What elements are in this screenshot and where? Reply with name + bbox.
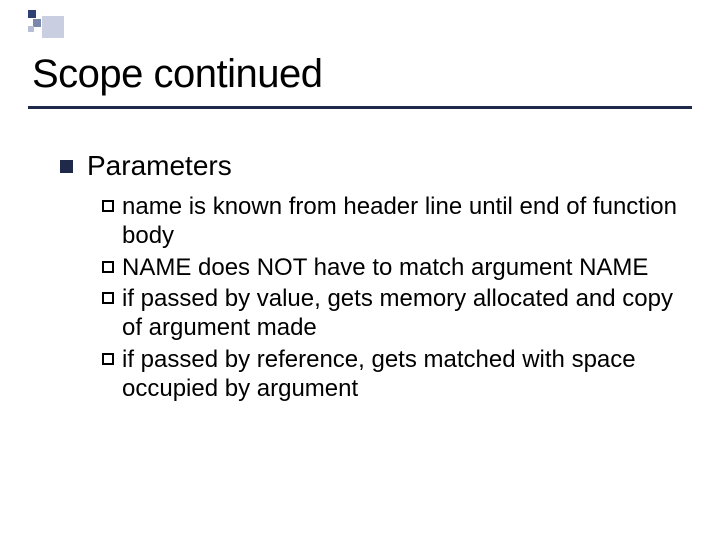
level2-text: if passed by value, gets memory allocate… [122,284,680,343]
bullet-level2: name is known from header line until end… [102,192,680,251]
level1-text: Parameters [87,150,232,182]
slide-content: Parameters name is known from header lin… [60,150,680,405]
slide: Scope continued Parameters name is known… [0,0,720,540]
hollow-square-bullet-icon [102,261,114,273]
corner-decor [28,10,70,42]
decor-square-main [42,16,64,38]
bullet-level2: NAME does NOT have to match argument NAM… [102,253,680,282]
decor-square-2 [33,19,41,27]
level2-text: if passed by reference, gets matched wit… [122,345,680,404]
title-underline [28,106,692,109]
hollow-square-bullet-icon [102,292,114,304]
bullet-level2: if passed by value, gets memory allocate… [102,284,680,343]
slide-title: Scope continued [32,52,323,97]
bullet-level1: Parameters [60,150,680,182]
hollow-square-bullet-icon [102,200,114,212]
decor-square-1 [28,10,36,18]
level2-text: NAME does NOT have to match argument NAM… [122,253,648,282]
filled-square-bullet-icon [60,160,73,173]
level2-text: name is known from header line until end… [122,192,680,251]
sublist: name is known from header line until end… [102,192,680,403]
bullet-level2: if passed by reference, gets matched wit… [102,345,680,404]
decor-square-3 [28,26,34,32]
hollow-square-bullet-icon [102,353,114,365]
